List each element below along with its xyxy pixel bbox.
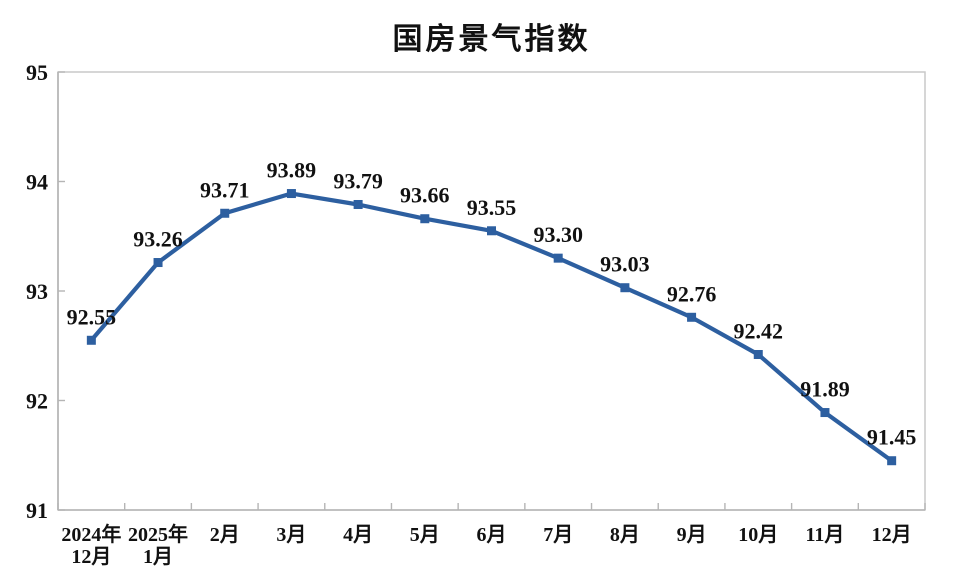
data-label: 91.45 — [867, 425, 917, 450]
data-label: 93.55 — [467, 195, 517, 220]
data-label: 93.03 — [600, 252, 650, 277]
data-point — [286, 189, 296, 199]
x-tick-label: 6月 — [477, 524, 507, 546]
x-tick-label: 11月 — [806, 524, 845, 546]
data-label: 93.30 — [533, 222, 583, 247]
data-label: 92.55 — [67, 304, 117, 329]
data-label: 93.26 — [133, 227, 183, 252]
y-tick-label: 95 — [26, 60, 48, 85]
x-tick-label: 2月 — [210, 524, 240, 546]
plot-border — [57, 71, 926, 511]
data-point — [487, 226, 496, 236]
x-tick-label: 7月 — [543, 524, 573, 546]
y-tick-label: 93 — [26, 279, 48, 304]
x-tick-label: 12月 — [872, 524, 912, 546]
data-point — [820, 408, 830, 418]
data-label: 93.71 — [200, 177, 250, 202]
data-point — [86, 335, 96, 345]
data-point — [553, 253, 563, 263]
y-tick-label: 91 — [26, 498, 48, 523]
data-point — [353, 199, 363, 209]
data-label: 91.89 — [800, 377, 850, 402]
data-label: 93.66 — [400, 183, 450, 208]
data-point — [887, 456, 897, 466]
data-label: 92.76 — [667, 281, 717, 306]
x-tick-label: 4月 — [343, 524, 373, 546]
x-tick-label: 12月 — [71, 546, 111, 568]
chart-title: 国房景气指数 — [392, 23, 591, 56]
data-point — [687, 312, 697, 322]
x-tick-label: 9月 — [677, 524, 707, 546]
data-point — [420, 214, 430, 224]
x-tick-label: 10月 — [738, 524, 778, 546]
data-point — [753, 350, 763, 360]
data-label: 93.89 — [267, 158, 317, 183]
x-tick-label: 2025年 — [128, 522, 188, 546]
x-tick-label: 1月 — [143, 546, 173, 568]
x-tick-label: 8月 — [610, 524, 640, 546]
data-point — [220, 208, 230, 218]
data-point — [153, 258, 163, 268]
y-tick-label: 92 — [26, 389, 48, 414]
data-point — [620, 283, 630, 293]
x-tick-label: 5月 — [410, 524, 440, 546]
data-label: 92.42 — [734, 319, 784, 344]
data-label: 93.79 — [333, 168, 383, 193]
x-tick-label: 2024年 — [61, 522, 121, 546]
x-tick-label: 3月 — [276, 524, 306, 546]
y-tick-label: 94 — [26, 170, 48, 195]
